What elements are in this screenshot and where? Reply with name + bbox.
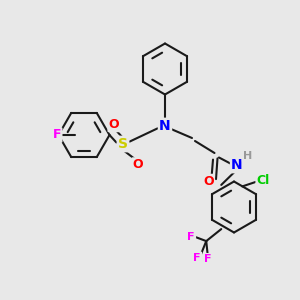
Text: F: F [194,253,201,262]
Text: Cl: Cl [256,174,270,187]
Text: O: O [109,118,119,131]
Text: O: O [203,175,214,188]
Text: F: F [204,254,212,264]
Text: N: N [159,119,171,133]
Text: H: H [243,151,252,161]
Text: O: O [133,158,143,172]
Text: S: S [118,137,128,151]
Text: F: F [53,128,61,142]
Text: N: N [231,158,243,172]
Text: F: F [188,232,195,242]
